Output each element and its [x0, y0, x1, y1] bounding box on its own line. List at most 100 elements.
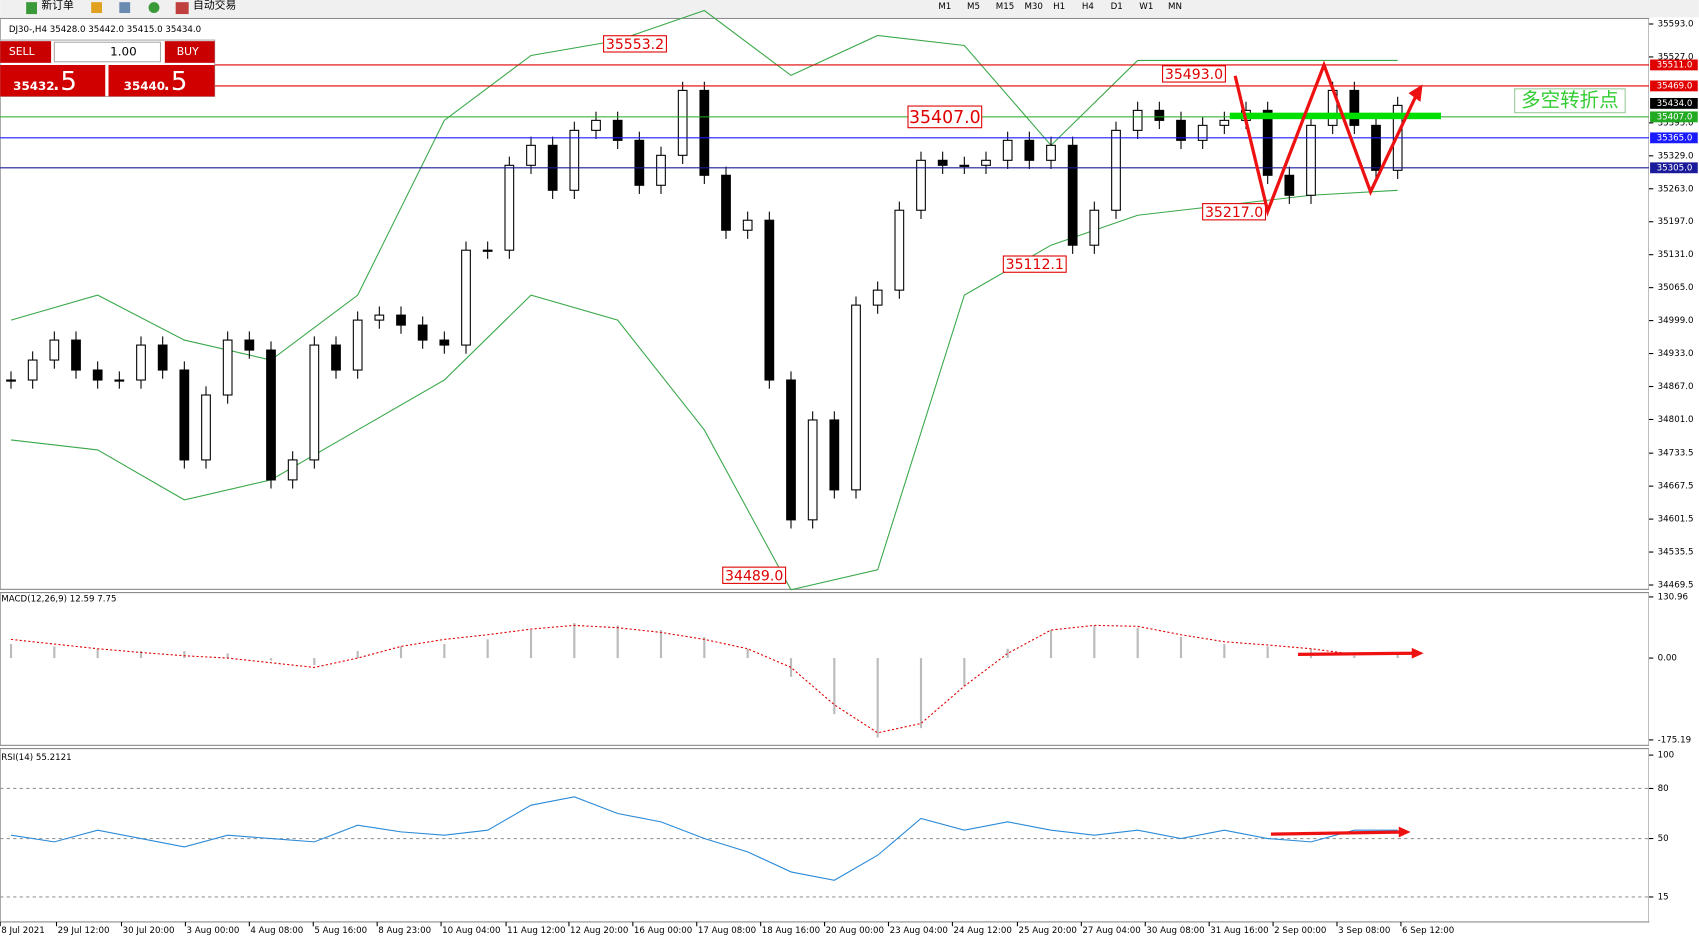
auto-trade[interactable]: 自动交易: [193, 0, 236, 11]
candle: [331, 344, 341, 371]
timeframe-button[interactable]: D1: [1111, 2, 1123, 12]
candle: [1262, 109, 1273, 176]
candle: [49, 339, 60, 361]
macd-bar: [1136, 627, 1139, 659]
candle: [526, 144, 536, 166]
candle: [721, 174, 731, 231]
candle: [764, 219, 775, 381]
candle: [201, 394, 211, 461]
macd-bar: [443, 644, 446, 659]
candle: [1349, 89, 1360, 126]
x-tick-label: 25 Aug 20:00: [1019, 926, 1077, 936]
level-tag: [1650, 59, 1698, 71]
bollinger-band: [10, 9, 1398, 361]
price-annotation-box: [907, 105, 983, 129]
price-chart: 35553.2 35493.0 35407.0 35217.0 35112.1 34489…: [0, 9, 1649, 591]
candle: [266, 349, 276, 481]
x-tick-label: 6 Sep 12:00: [1402, 926, 1454, 936]
lots-input[interactable]: [53, 41, 162, 63]
candle: [851, 304, 861, 491]
ask-frac[interactable]: .5: [163, 67, 188, 97]
timeframe-button[interactable]: H4: [1082, 2, 1095, 12]
timeframe-button[interactable]: MN: [1168, 2, 1182, 12]
macd-panel: [0, 592, 1650, 746]
ask-box[interactable]: [108, 65, 215, 97]
candle: [807, 419, 818, 521]
arrow-head: [1398, 826, 1411, 838]
candle: [1176, 119, 1186, 141]
candle: [612, 119, 623, 141]
sell-button[interactable]: [0, 41, 52, 63]
timeframe-button[interactable]: M1: [938, 2, 951, 12]
rsi-chart: [0, 787, 1649, 898]
y-tick-label: 35263.0: [1658, 184, 1694, 194]
new-order[interactable]: 新订单: [41, 0, 74, 11]
macd-bar: [399, 646, 403, 659]
macd-bar: [529, 630, 533, 659]
timeframe-button[interactable]: M5: [967, 2, 980, 12]
y-tick-label: 34667.5: [1658, 482, 1694, 492]
candle: [136, 344, 146, 381]
tool-icon[interactable]: [119, 2, 131, 13]
y-tick-label: 34733.5: [1658, 449, 1694, 459]
lots-value[interactable]: 1.00: [110, 44, 137, 58]
buy-text[interactable]: BUY: [177, 45, 199, 58]
candle: [6, 379, 16, 382]
timeframe-button[interactable]: M15: [996, 2, 1014, 12]
x-tick-label: 2 Sep 00:00: [1274, 926, 1326, 936]
tool-icon[interactable]: [148, 2, 160, 13]
auto-trade-icon[interactable]: [175, 2, 189, 15]
x-tick-label: 10 Aug 04:00: [442, 926, 500, 936]
candle: [634, 139, 645, 186]
candle: [222, 339, 233, 396]
bid-main[interactable]: 35432: [13, 79, 54, 93]
candle: [1306, 124, 1316, 196]
macd-bar: [53, 646, 56, 659]
level-tag: [1650, 162, 1698, 174]
candle: [461, 249, 471, 346]
y-tick-label: 34801.0: [1658, 415, 1694, 425]
candle: [482, 249, 493, 252]
y-tick-label: 34867.0: [1658, 382, 1694, 392]
sell-text[interactable]: SELL: [9, 45, 35, 58]
macd-bar: [833, 658, 836, 715]
macd-bar: [183, 651, 186, 659]
x-tick-label: 4 Aug 08:00: [250, 926, 303, 936]
level-label: 35305.0: [1657, 163, 1693, 173]
bid-box[interactable]: [0, 65, 106, 97]
x-tick-label: 29 Jul 12:00: [58, 926, 110, 936]
bid-frac[interactable]: .5: [52, 67, 77, 97]
candle: [1067, 144, 1078, 246]
candle: [1371, 124, 1381, 171]
tool-icon[interactable]: [91, 2, 102, 13]
rsi-arrow: [1270, 830, 1403, 836]
y-tick-label: 34601.5: [1658, 515, 1694, 525]
level-tag: [1650, 80, 1698, 92]
time-axis: 8 Jul 2021 29 Jul 12:00 30 Jul 20:00 3 Aug …: [0, 921, 1454, 936]
level-label: 35407.0: [1657, 112, 1693, 122]
x-tick-label: 18 Aug 16:00: [762, 926, 820, 936]
price-annotation-box: [603, 35, 667, 53]
x-tick-label: 8 Aug 23:00: [378, 926, 431, 936]
candle: [114, 379, 125, 382]
candle: [1002, 139, 1013, 161]
macd-label: MACD(12,26,9) 12.59 7.75: [1, 595, 116, 605]
candle: [1132, 109, 1143, 131]
y-tick-label: 34535.5: [1658, 548, 1694, 558]
buy-button[interactable]: [164, 41, 215, 63]
x-tick-label: 30 Aug 08:00: [1146, 926, 1204, 936]
candle: [981, 159, 991, 166]
rsi-line: [10, 796, 1398, 881]
timeframe-button[interactable]: W1: [1139, 2, 1153, 12]
y-tick-label: 35527.0: [1658, 52, 1694, 62]
timeframes: M1 M5 M15 M30 H1 H4 D1 W1 MN: [938, 2, 1182, 12]
candle: [157, 344, 168, 371]
timeframe-button[interactable]: M30: [1024, 2, 1042, 12]
candle: [1197, 124, 1208, 141]
ask-main[interactable]: 35440: [124, 79, 165, 93]
timeframe-button[interactable]: H1: [1053, 2, 1065, 12]
x-tick-label: 3 Aug 00:00: [187, 926, 240, 936]
candle: [656, 154, 666, 186]
new-order-icon[interactable]: [26, 2, 37, 15]
level-label: 35511.0: [1657, 60, 1693, 70]
